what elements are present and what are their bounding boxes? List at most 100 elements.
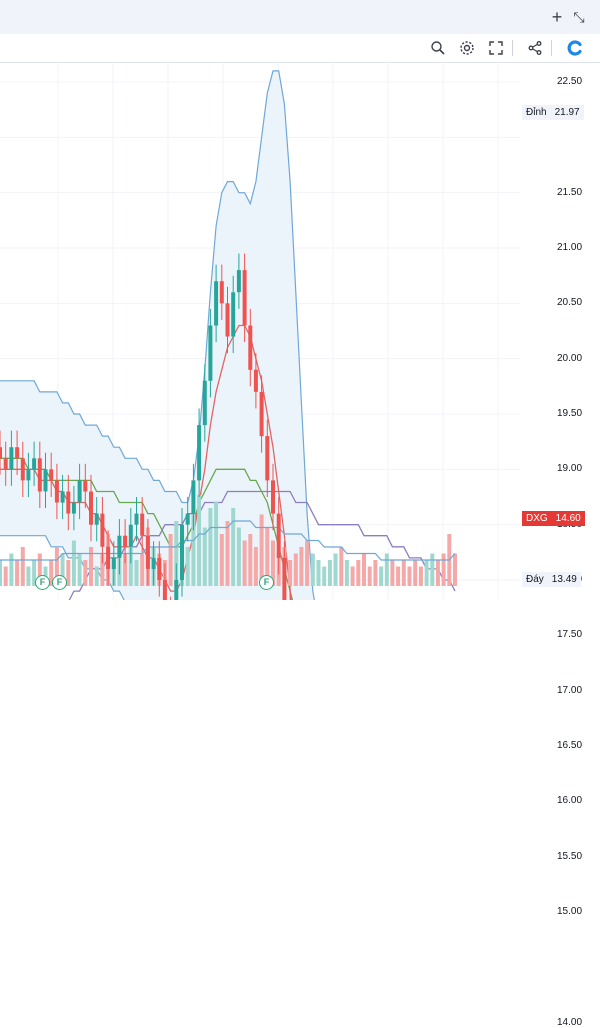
volume-bar bbox=[37, 553, 42, 586]
volume-bar bbox=[94, 566, 99, 586]
candle-body bbox=[111, 557, 116, 569]
price-tick-label: 16.00 bbox=[557, 795, 583, 807]
event-badge[interactable]: F bbox=[259, 575, 274, 590]
volume-bar bbox=[327, 560, 332, 586]
volume-bar bbox=[379, 566, 384, 586]
volume-bar bbox=[396, 566, 401, 586]
price-tick-label: 14.00 bbox=[557, 1016, 583, 1028]
candle-body bbox=[214, 281, 219, 326]
logo-icon[interactable] bbox=[564, 38, 586, 58]
candle-body bbox=[151, 557, 156, 569]
volume-bar bbox=[356, 560, 361, 586]
candle-body bbox=[157, 557, 162, 580]
volume-bar bbox=[288, 560, 293, 586]
volume-bar bbox=[60, 553, 65, 586]
event-badge[interactable]: F bbox=[35, 575, 50, 590]
candle-body bbox=[145, 535, 150, 569]
candle-body bbox=[162, 580, 167, 600]
volume-bar bbox=[242, 540, 247, 586]
candle-body bbox=[225, 303, 230, 337]
gear-icon[interactable] bbox=[456, 38, 478, 58]
price-tick-label: 16.50 bbox=[557, 740, 583, 752]
fullscreen-icon[interactable] bbox=[485, 38, 507, 58]
volume-bar bbox=[441, 553, 446, 586]
candle-body bbox=[197, 425, 202, 481]
volume-bar bbox=[305, 540, 310, 586]
volume-bar bbox=[202, 527, 207, 586]
volume-bar bbox=[197, 495, 202, 586]
volume-bar bbox=[32, 560, 37, 586]
volume-bar bbox=[259, 514, 264, 586]
volume-bar bbox=[453, 553, 457, 586]
bollinger-upper-line bbox=[0, 70, 315, 600]
candle-body bbox=[32, 458, 37, 470]
volume-bar bbox=[435, 560, 440, 586]
volume-bar bbox=[339, 547, 344, 586]
candle-body bbox=[54, 480, 59, 503]
window-bar: + ⤡ bbox=[0, 0, 600, 34]
price-tick-label: 15.50 bbox=[557, 850, 583, 862]
candle-body bbox=[100, 513, 105, 547]
expand-icon[interactable]: ⤡ bbox=[573, 8, 585, 25]
candle-body bbox=[180, 524, 184, 580]
candle-body bbox=[26, 469, 31, 481]
last-price-value: 14.60 bbox=[551, 511, 585, 526]
price-tick-label: 21.00 bbox=[557, 242, 583, 253]
bollinger-band-fill bbox=[0, 70, 315, 600]
candle-body bbox=[60, 491, 65, 503]
candle-body bbox=[202, 380, 207, 426]
volume-bar bbox=[271, 540, 275, 586]
candle-body bbox=[66, 491, 71, 514]
volume-bar bbox=[185, 547, 190, 586]
volume-bar bbox=[26, 566, 31, 586]
volume-bar bbox=[424, 560, 429, 586]
volume-bar bbox=[265, 527, 270, 586]
price-chart[interactable] bbox=[0, 62, 600, 600]
candle-body bbox=[134, 513, 139, 525]
price-tick-label: 19.50 bbox=[557, 408, 583, 419]
high-price-marker: Đỉnh 21.97 bbox=[522, 105, 584, 120]
add-icon[interactable]: + bbox=[551, 6, 563, 27]
candle-body bbox=[15, 447, 20, 459]
price-tick-label: 15.00 bbox=[557, 906, 583, 918]
candle-body bbox=[191, 480, 196, 514]
volume-bar bbox=[310, 553, 315, 586]
candle-body bbox=[248, 325, 253, 370]
low-value: 13.49 bbox=[551, 574, 577, 585]
candlesticks bbox=[0, 253, 291, 600]
volume-ma-line bbox=[0, 520, 456, 561]
candle-body bbox=[219, 281, 224, 304]
candle-body bbox=[253, 369, 258, 392]
candle-body bbox=[117, 535, 122, 558]
volume-bar bbox=[407, 566, 412, 586]
share-icon[interactable] bbox=[524, 38, 546, 58]
candle-body bbox=[106, 546, 111, 569]
volume-bar bbox=[134, 560, 139, 586]
volume-bar bbox=[214, 501, 219, 586]
candle-body bbox=[128, 524, 133, 547]
moving-average-mid-line bbox=[0, 457, 294, 600]
volume-bar bbox=[54, 547, 59, 586]
candle-body bbox=[9, 447, 14, 470]
candle-body bbox=[259, 391, 264, 437]
search-icon[interactable] bbox=[427, 38, 449, 58]
candle-body bbox=[174, 580, 179, 600]
candle-body bbox=[140, 513, 145, 536]
candle-body bbox=[271, 480, 275, 514]
volume-bar bbox=[293, 553, 298, 586]
volume-bar bbox=[20, 547, 25, 586]
candle-body bbox=[236, 270, 241, 293]
volume-bar bbox=[100, 553, 105, 586]
event-badge[interactable]: F bbox=[52, 575, 67, 590]
symbol-label: DXG bbox=[522, 511, 552, 526]
volume-bar bbox=[66, 560, 71, 586]
toolbar-divider bbox=[512, 40, 513, 56]
candle-body bbox=[37, 458, 42, 492]
volume-bar bbox=[71, 540, 76, 586]
price-tick-label: 21.50 bbox=[557, 186, 583, 198]
high-value: 21.97 bbox=[554, 107, 580, 118]
volume-bar bbox=[77, 553, 82, 586]
candle-body bbox=[83, 480, 88, 492]
last-price-marker: DXG 14.60 bbox=[522, 511, 585, 526]
candle-body bbox=[0, 447, 2, 459]
